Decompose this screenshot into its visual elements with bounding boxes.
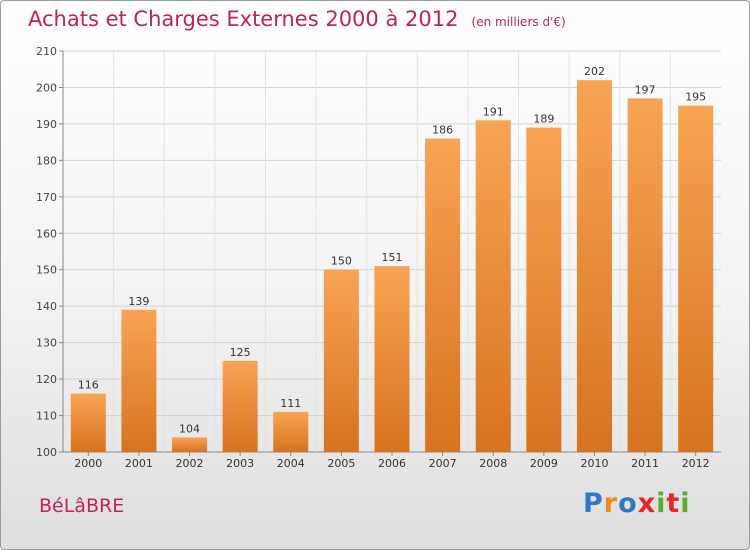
bar [70, 393, 106, 452]
x-tick-label: 2009 [530, 457, 558, 470]
y-tick-label: 210 [36, 45, 57, 58]
y-tick-label: 160 [36, 227, 57, 240]
bars [70, 80, 714, 453]
bar [475, 120, 511, 452]
logo-letter: t [666, 488, 681, 519]
bar [172, 437, 208, 452]
x-tick-label: 2001 [125, 457, 153, 470]
labels: 100 110 120 130 140 150 160 170 180 190 200 210 116 2… [36, 45, 710, 470]
chart-title-main: Achats et Charges Externes 2000 à 2012 [28, 7, 459, 31]
bar-value-label: 191 [483, 105, 504, 118]
bar-value-label: 125 [230, 346, 251, 359]
bar-value-label: 116 [78, 379, 99, 392]
x-tick-label: 2010 [580, 457, 608, 470]
logo-letter: r [603, 488, 619, 519]
y-tick-label: 130 [36, 337, 57, 350]
commune-name: BéLâBRE [39, 495, 125, 517]
bar-value-label: 189 [533, 113, 554, 126]
bar [222, 360, 258, 452]
x-tick-label: 2011 [631, 457, 659, 470]
x-tick-label: 2005 [327, 457, 355, 470]
chart-title: Achats et Charges Externes 2000 à 2012 (… [28, 7, 566, 31]
bar-value-label: 197 [635, 83, 656, 96]
bar-value-label: 111 [280, 397, 301, 410]
x-tick-label: 2012 [682, 457, 710, 470]
y-tick-label: 190 [36, 118, 57, 131]
logo-letter: P [583, 488, 604, 519]
x-tick-label: 2000 [74, 457, 102, 470]
bar [678, 105, 714, 452]
bar [526, 127, 562, 453]
y-tick-label: 100 [36, 446, 57, 459]
x-tick-label: 2004 [277, 457, 305, 470]
logo-letter: i [656, 488, 667, 519]
logo-letter: i [680, 488, 691, 519]
y-tick-label: 110 [36, 410, 57, 423]
bar-value-label: 186 [432, 123, 453, 136]
bar-value-label: 139 [128, 295, 149, 308]
y-tick-label: 200 [36, 81, 57, 94]
bar-value-label: 202 [584, 65, 605, 78]
y-tick-label: 170 [36, 191, 57, 204]
bar [576, 80, 612, 452]
y-tick-label: 180 [36, 154, 57, 167]
proxiti-logo: Proxiti [583, 488, 691, 519]
bar-value-label: 104 [179, 422, 200, 435]
x-tick-label: 2002 [176, 457, 204, 470]
x-tick-label: 2008 [479, 457, 507, 470]
y-tick-label: 140 [36, 300, 57, 313]
bar [627, 98, 663, 453]
bar [121, 309, 157, 452]
bar [425, 138, 461, 452]
chart-title-unit: (en milliers d'€) [471, 15, 566, 29]
y-tick-label: 150 [36, 264, 57, 277]
logo-letter: o [618, 488, 638, 519]
x-tick-label: 2007 [429, 457, 457, 470]
bar [323, 269, 359, 452]
bar-value-label: 151 [382, 251, 403, 264]
x-tick-label: 2003 [226, 457, 254, 470]
y-tick-label: 120 [36, 373, 57, 386]
bar [374, 266, 410, 452]
logo-letter: x [637, 488, 657, 519]
x-tick-label: 2006 [378, 457, 406, 470]
bar-value-label: 150 [331, 255, 352, 268]
bar-value-label: 195 [685, 91, 706, 104]
bar [273, 411, 309, 452]
